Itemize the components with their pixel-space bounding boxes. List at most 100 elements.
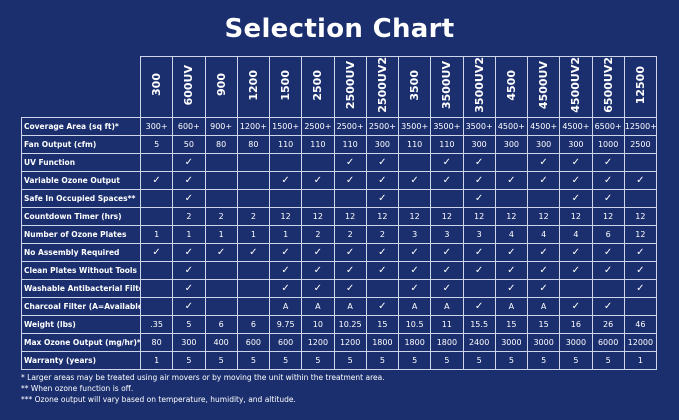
selection-table: 300 600UV 900 1200 1500 2500 2500UV 2500UV2 3500… xyxy=(21,56,658,370)
table-row: Number of Ozone Plates 1 1 1 1 1 2 2 2 3 3 3 4 4 4 6 12 xyxy=(21,224,658,244)
table-cell xyxy=(139,152,174,172)
table-cell xyxy=(139,188,174,208)
table-cell: ✓ xyxy=(268,242,303,262)
table-cell: 4 xyxy=(526,224,561,244)
table-cell: .35 xyxy=(139,314,174,334)
table-cell: 5 xyxy=(430,350,464,370)
table-cell: ✓ xyxy=(365,242,400,262)
table-cell: 15 xyxy=(365,314,400,334)
table-cell: 1200+ xyxy=(236,116,271,136)
table-cell: 15.5 xyxy=(462,314,496,334)
table-cell: ✓ xyxy=(333,260,367,280)
table-cell: 2 xyxy=(236,206,271,226)
table-cell: 1200 xyxy=(301,332,335,352)
table-cell: 2500+ xyxy=(301,116,335,136)
model-header: 6500UV2 xyxy=(591,56,625,118)
table-cell: 1200 xyxy=(333,332,367,352)
table-cell: ✓ xyxy=(301,170,335,190)
table-cell: 80 xyxy=(139,332,174,352)
table-cell: 12 xyxy=(333,206,367,226)
chart-title: Selection Chart xyxy=(224,14,455,44)
table-cell xyxy=(301,188,335,208)
table-cell: 6000 xyxy=(591,332,625,352)
table-cell: ✓ xyxy=(268,170,303,190)
table-cell: 5 xyxy=(204,350,238,370)
table-cell: ✓ xyxy=(139,170,174,190)
table-cell: ✓ xyxy=(526,260,561,280)
model-header: 600UV xyxy=(172,56,206,118)
table-cell xyxy=(365,278,400,298)
table-cell: 10.25 xyxy=(333,314,367,334)
table-cell xyxy=(268,188,303,208)
model-header: 3500 xyxy=(397,56,432,118)
table-cell: ✓ xyxy=(591,296,625,316)
table-cell: ✓ xyxy=(494,260,529,280)
model-name: 1200 xyxy=(246,69,260,101)
row-label: UV Function xyxy=(21,152,141,172)
table-cell: ✓ xyxy=(591,188,625,208)
table-cell: ✓ xyxy=(301,260,335,280)
table-cell: ✓ xyxy=(172,170,206,190)
table-cell: 12 xyxy=(365,206,400,226)
model-name: 2500UV xyxy=(343,60,357,109)
table-cell: ✓ xyxy=(559,170,593,190)
table-cell: 12 xyxy=(301,206,335,226)
table-cell: ✓ xyxy=(591,260,625,280)
table-cell xyxy=(139,260,174,280)
table-cell: ✓ xyxy=(494,278,529,298)
table-cell: 1 xyxy=(204,224,238,244)
table-cell xyxy=(204,188,238,208)
table-cell: A xyxy=(526,296,561,316)
table-cell: 3500+ xyxy=(430,116,464,136)
table-cell: 5 xyxy=(397,350,432,370)
table-row: Weight (lbs) .35 5 6 6 9.75 10 10.25 15 10.5 11 15.… xyxy=(21,314,658,334)
table-cell: ✓ xyxy=(623,170,658,190)
model-name: 4500 xyxy=(504,69,518,101)
model-name: 2500UV2 xyxy=(375,57,389,113)
table-cell xyxy=(236,170,271,190)
table-cell: 4 xyxy=(559,224,593,244)
table-cell: ✓ xyxy=(526,152,561,172)
table-cell: ✓ xyxy=(268,278,303,298)
table-cell xyxy=(623,188,658,208)
table-cell: 4500+ xyxy=(526,116,561,136)
table-cell: ✓ xyxy=(172,188,206,208)
table-cell: 12 xyxy=(623,224,658,244)
table-cell: 10.5 xyxy=(397,314,432,334)
table-cell: 2500 xyxy=(623,134,658,154)
table-cell: 3 xyxy=(462,224,496,244)
table-cell: 1 xyxy=(236,224,271,244)
row-label: Number of Ozone Plates xyxy=(21,224,141,244)
table-cell: ✓ xyxy=(268,260,303,280)
table-cell xyxy=(139,296,174,316)
table-cell: 3000 xyxy=(559,332,593,352)
table-cell: 5 xyxy=(236,350,271,370)
table-cell: 300 xyxy=(494,134,529,154)
table-cell: A xyxy=(333,296,367,316)
model-header: 4500UV xyxy=(526,56,561,118)
table-cell: 12 xyxy=(559,206,593,226)
table-row: Washable Antibacterial Filter ✓ ✓ ✓ ✓ ✓ ✓ ✓ ✓ ✓ xyxy=(21,278,658,298)
table-cell: 1 xyxy=(139,350,174,370)
model-header: 1500 xyxy=(268,56,303,118)
table-cell: 16 xyxy=(559,314,593,334)
model-name: 4500UV xyxy=(537,60,551,109)
model-name: 900 xyxy=(214,73,228,97)
model-header: 300 xyxy=(139,56,174,118)
table-cell: ✓ xyxy=(397,170,432,190)
table-cell: 3500+ xyxy=(397,116,432,136)
footnote: ** When ozone function is off. xyxy=(21,384,134,393)
table-cell xyxy=(204,152,238,172)
row-label: Max Ozone Output (mg/hr)*** xyxy=(21,332,141,352)
row-label: Countdown Timer (hrs) xyxy=(21,206,141,226)
table-cell: ✓ xyxy=(462,242,496,262)
table-cell: 2500+ xyxy=(365,116,400,136)
table-row: UV Function ✓ ✓ ✓ ✓ ✓ ✓ ✓ ✓ xyxy=(21,152,658,172)
table-row: Variable Ozone Output ✓ ✓ ✓ ✓ ✓ ✓ ✓ ✓ ✓ ✓ ✓ ✓ ✓ ✓ xyxy=(21,170,658,190)
table-cell: 12 xyxy=(623,206,658,226)
table-cell: ✓ xyxy=(204,242,238,262)
model-header: 4500UV2 xyxy=(559,56,593,118)
table-cell: 10 xyxy=(301,314,335,334)
table-row: Fan Output (cfm) 5 50 80 80 110 110 110 300 110 11… xyxy=(21,134,658,154)
table-cell xyxy=(204,170,238,190)
